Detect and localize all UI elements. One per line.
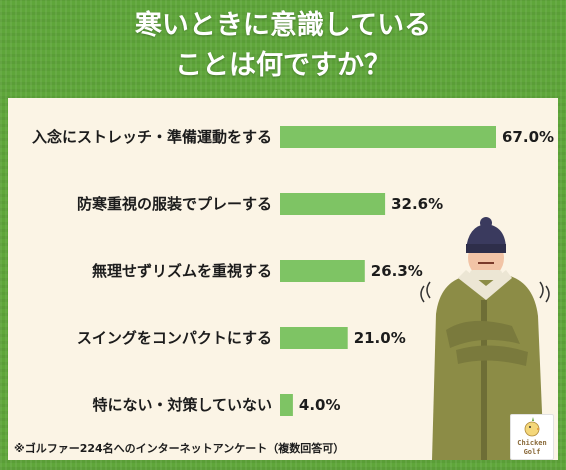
logo-line-1: Chicken bbox=[517, 439, 547, 447]
bar bbox=[280, 260, 365, 282]
logo-line-2: Golf bbox=[523, 448, 541, 456]
bar bbox=[280, 193, 386, 215]
chicken-golf-logo: Chicken Golf bbox=[510, 414, 554, 460]
value-label: 26.3% bbox=[371, 262, 423, 280]
category-label: 無理せずリズムを重視する bbox=[92, 262, 272, 280]
chick-icon bbox=[524, 417, 540, 437]
title-line-1: 寒いときに意識している bbox=[134, 10, 432, 41]
category-label: 防寒重視の服装でプレーする bbox=[77, 195, 272, 213]
value-label: 21.0% bbox=[354, 329, 406, 347]
bar bbox=[280, 394, 293, 416]
value-label: 32.6% bbox=[391, 195, 443, 213]
category-label: 特にない・対策していない bbox=[92, 396, 272, 414]
category-label: 入念にストレッチ・準備運動をする bbox=[32, 128, 272, 146]
bar bbox=[280, 327, 348, 349]
cold-person-illustration bbox=[420, 217, 550, 460]
footnote: ※ゴルファー224名へのインターネットアンケート（複数回答可） bbox=[14, 442, 345, 455]
title-line-2: ことは何ですか？ bbox=[175, 50, 391, 81]
value-label: 67.0% bbox=[502, 128, 554, 146]
chart-title: 寒いときに意識している ことは何ですか？ bbox=[0, 6, 566, 86]
bar bbox=[280, 126, 496, 148]
value-label: 4.0% bbox=[299, 396, 341, 414]
category-label: スイングをコンパクトにする bbox=[77, 329, 272, 347]
